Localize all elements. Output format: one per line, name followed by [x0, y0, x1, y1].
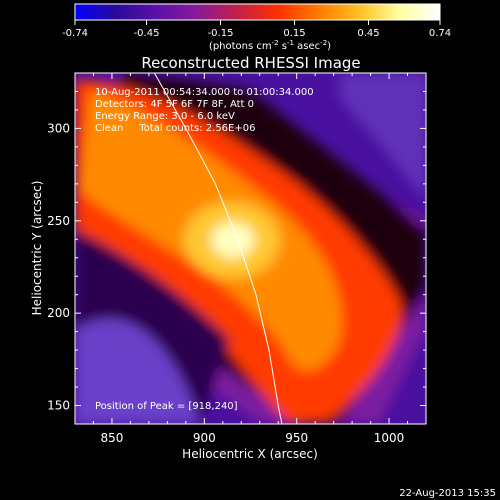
colorbar-tick-label: 0.15: [283, 28, 305, 39]
annotation-line: Energy Range: 3.0 - 6.0 keV: [95, 111, 235, 122]
y-axis-label: Heliocentric Y (arcsec): [30, 181, 44, 316]
y-axis: 150 200 250 300: [47, 72, 426, 425]
colorbar-scale: [74, 3, 441, 21]
colorbar-tick-label: 0.74: [429, 28, 451, 39]
solar-limb-curve: [153, 73, 283, 424]
x-axis-label: Heliocentric X (arcsec): [182, 447, 318, 461]
colorbar-tick-label: 0.45: [357, 28, 379, 39]
timestamp: 22-Aug-2013 15:35: [399, 488, 496, 499]
heatmap-area: [75, 73, 426, 424]
x-axis: 850 900 950 1000: [74, 73, 427, 445]
annotation-line: Detectors: 4F 5F 6F 7F 8F, Att 0: [95, 99, 254, 110]
colorbar: -0.74 -0.45 -0.15 0.15 0.45 0.74 (photons cm-…: [62, 3, 451, 52]
colorbar-tick-label: -0.74: [62, 28, 88, 39]
x-tick-label: 900: [193, 431, 216, 445]
colorbar-tick-label: -0.15: [208, 28, 234, 39]
x-tick-label: 950: [285, 431, 308, 445]
y-tick-label: 300: [47, 121, 70, 135]
x-tick-label: 1000: [374, 431, 405, 445]
heatmap-upper-right-purple: [340, 73, 426, 200]
x-tick-label: 850: [100, 431, 123, 445]
y-tick-label: 200: [47, 306, 70, 320]
y-tick-label: 250: [47, 214, 70, 228]
annotation-block: 10-Aug-2011 00:54:34.000 to 01:00:34.000…: [95, 87, 314, 134]
annotation-line: 10-Aug-2011 00:54:34.000 to 01:00:34.000: [95, 87, 314, 98]
heatmap-image: [75, 73, 426, 424]
annotation-line: Clean Total counts: 2.56E+06: [95, 123, 255, 134]
colorbar-tick-label: -0.45: [134, 28, 160, 39]
peak-position-label: Position of Peak = [918,240]: [95, 401, 238, 412]
chart-title: Reconstructed RHESSI Image: [141, 54, 360, 72]
heatmap-peak-core: [211, 222, 255, 258]
colorbar-ticks: -0.74 -0.45 -0.15 0.15 0.45 0.74: [62, 20, 451, 39]
heatmap-lower-purple: [75, 318, 200, 424]
plot-frame: [74, 72, 427, 425]
y-tick-label: 150: [47, 399, 70, 413]
colorbar-units: (photons cm-2 s-1 asec-2): [209, 39, 331, 52]
